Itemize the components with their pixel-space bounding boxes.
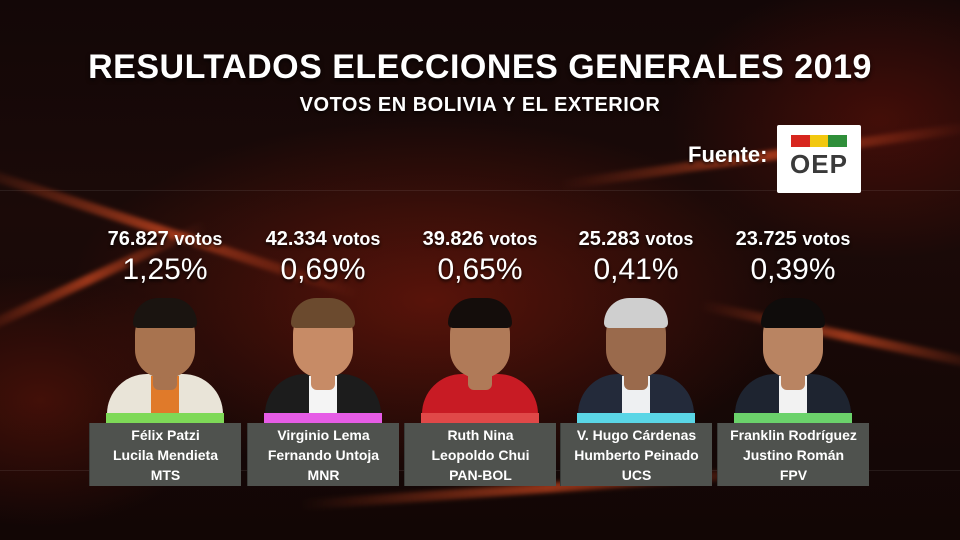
- party-color-bar: [106, 413, 224, 423]
- oep-logo: OEP: [777, 125, 861, 193]
- party-color-bar: [264, 413, 382, 423]
- vice-presidential-candidate-name: Justino Román: [742, 447, 845, 463]
- candidate-result: 76.827 votos 1,25%: [89, 228, 241, 287]
- candidate-result: 23.725 votos 0,39%: [717, 228, 869, 287]
- candidate-photo: [89, 290, 241, 424]
- vote-number: 25.283: [578, 228, 640, 250]
- candidate-name-box: V. Hugo Cárdenas Humberto Peinado UCS: [560, 423, 712, 486]
- vote-number: 23.725: [735, 228, 797, 250]
- candidate-name-box: Virginio Lema Fernando Untoja MNR: [247, 423, 399, 486]
- presidential-candidate-name: Ruth Nina: [447, 427, 514, 443]
- party-color-bar: [577, 413, 695, 423]
- vote-count: 23.725 votos: [717, 228, 869, 251]
- party-name: UCS: [621, 467, 652, 483]
- candidate-name-box: Franklin Rodríguez Justino Román FPV: [717, 423, 869, 486]
- page-subtitle: VOTOS EN BOLIVIA Y EL EXTERIOR: [299, 94, 661, 116]
- vote-count: 76.827 votos: [89, 228, 241, 251]
- vice-presidential-candidate-name: Lucila Mendieta: [112, 447, 219, 463]
- vote-unit: votos: [332, 229, 381, 249]
- vote-unit: votos: [802, 229, 851, 249]
- vice-presidential-candidate-name: Humberto Peinado: [574, 447, 699, 463]
- candidate-result: 39.826 votos 0,65%: [404, 228, 556, 287]
- vote-unit: votos: [489, 229, 538, 249]
- vote-count: 39.826 votos: [404, 228, 556, 251]
- vote-percent: 0,39%: [750, 253, 836, 286]
- party-name: PAN-BOL: [449, 467, 512, 483]
- party-name: MNR: [307, 467, 340, 483]
- vote-number: 76.827: [107, 228, 169, 250]
- party-color-bar: [421, 413, 539, 423]
- vote-number: 39.826: [422, 228, 484, 250]
- vote-unit: votos: [174, 229, 223, 249]
- candidate-photo: [560, 290, 712, 424]
- candidate-photo: [404, 290, 556, 424]
- party-name: FPV: [779, 467, 808, 483]
- page-title: RESULTADOS ELECCIONES GENERALES 2019: [88, 48, 872, 86]
- candidate-result: 25.283 votos 0,41%: [560, 228, 712, 287]
- logo-text: OEP: [790, 149, 848, 179]
- presidential-candidate-name: Félix Patzi: [131, 427, 200, 443]
- vote-percent: 0,69%: [280, 253, 366, 286]
- party-name: MTS: [150, 467, 181, 483]
- vote-percent: 1,25%: [122, 253, 208, 286]
- vote-percent: 0,41%: [593, 253, 679, 286]
- vote-count: 42.334 votos: [247, 228, 399, 251]
- candidate-photo: [717, 290, 869, 424]
- vote-count: 25.283 votos: [560, 228, 712, 251]
- candidate-result: 42.334 votos 0,69%: [247, 228, 399, 287]
- presidential-candidate-name: V. Hugo Cárdenas: [576, 427, 697, 443]
- source-label: Fuente:: [688, 142, 768, 167]
- vote-percent: 0,65%: [437, 253, 523, 286]
- presidential-candidate-name: Virginio Lema: [277, 427, 370, 443]
- party-color-bar: [734, 413, 852, 423]
- candidate-photo: [247, 290, 399, 424]
- vote-number: 42.334: [265, 228, 327, 250]
- vice-presidential-candidate-name: Leopoldo Chui: [431, 447, 530, 463]
- candidate-name-box: Ruth Nina Leopoldo Chui PAN-BOL: [404, 423, 556, 486]
- presidential-candidate-name: Franklin Rodríguez: [730, 427, 857, 443]
- candidate-name-box: Félix Patzi Lucila Mendieta MTS: [89, 423, 241, 486]
- vote-unit: votos: [645, 229, 694, 249]
- vice-presidential-candidate-name: Fernando Untoja: [267, 447, 380, 463]
